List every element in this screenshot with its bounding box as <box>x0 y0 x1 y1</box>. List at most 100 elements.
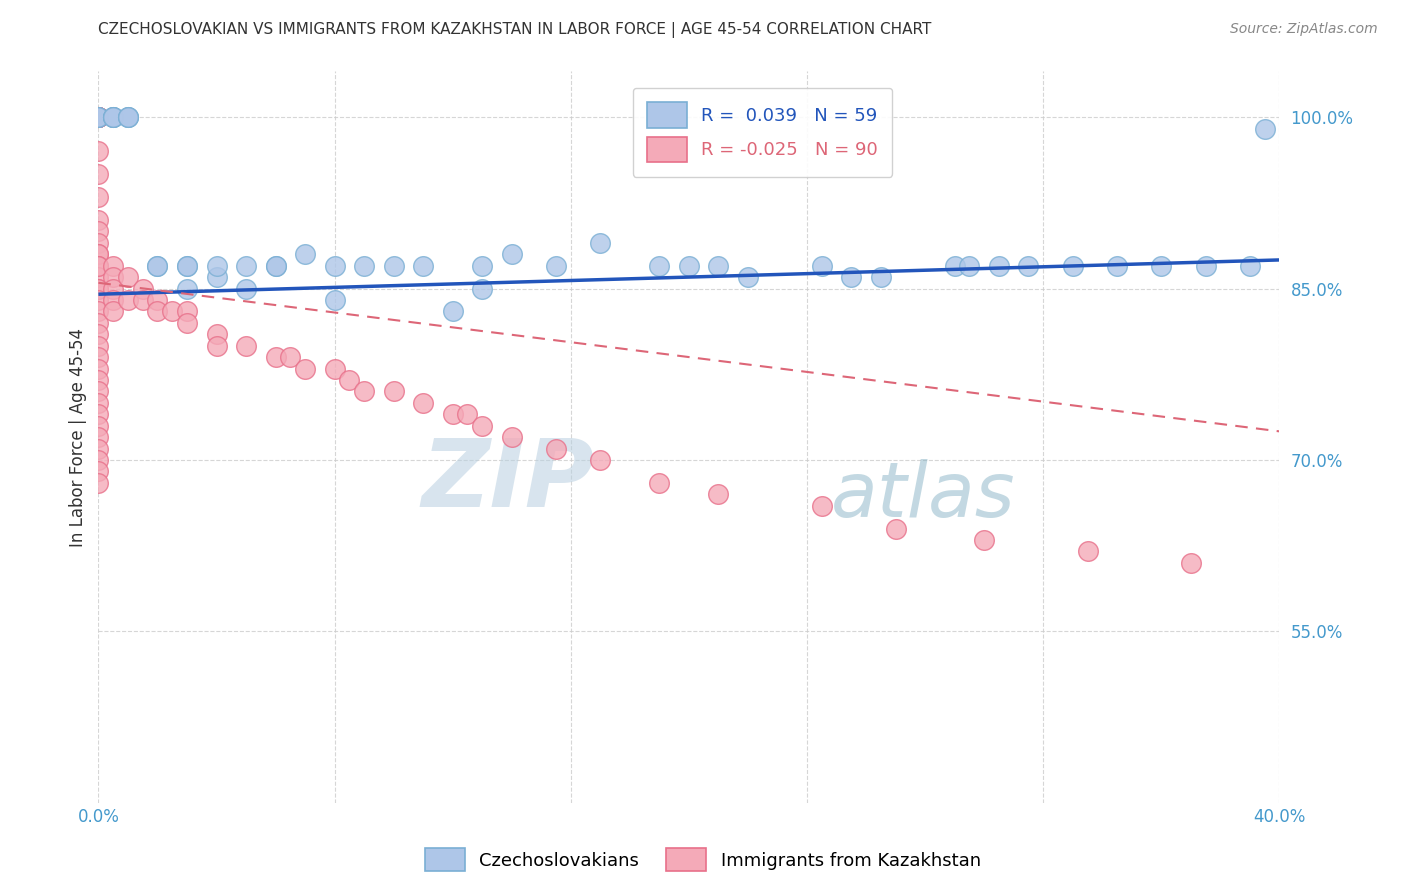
Point <box>87 327 110 342</box>
Point <box>103 304 125 318</box>
Point <box>441 407 464 421</box>
Point <box>973 533 995 547</box>
Point <box>87 110 110 124</box>
Point <box>87 453 110 467</box>
Point <box>103 259 125 273</box>
Point <box>87 110 110 124</box>
Point <box>235 338 257 352</box>
Point <box>205 259 228 273</box>
Point <box>176 281 198 295</box>
Point <box>1150 259 1173 273</box>
Point <box>1077 544 1099 558</box>
Point <box>162 304 183 318</box>
Point <box>87 281 110 295</box>
Point <box>87 247 110 261</box>
Point <box>146 304 169 318</box>
Point <box>103 110 125 124</box>
Point <box>544 259 567 273</box>
Point <box>87 316 110 330</box>
Point <box>544 442 567 456</box>
Point <box>87 361 110 376</box>
Point <box>103 293 125 307</box>
Point <box>1239 259 1261 273</box>
Point <box>87 235 110 250</box>
Point <box>648 475 671 490</box>
Point <box>87 145 110 159</box>
Point <box>323 361 346 376</box>
Point <box>103 270 125 285</box>
Point <box>1180 556 1202 570</box>
Point <box>382 259 405 273</box>
Point <box>264 259 287 273</box>
Point <box>117 110 139 124</box>
Text: atlas: atlas <box>831 458 1015 533</box>
Point <box>87 442 110 456</box>
Point <box>87 396 110 410</box>
Point <box>810 259 832 273</box>
Point <box>87 110 110 124</box>
Point <box>87 110 110 124</box>
Point <box>117 110 139 124</box>
Point <box>87 407 110 421</box>
Point <box>176 259 198 273</box>
Point <box>205 270 228 285</box>
Point <box>294 247 316 261</box>
Point <box>987 259 1010 273</box>
Point <box>87 110 110 124</box>
Point <box>205 338 228 352</box>
Legend: Czechoslovakians, Immigrants from Kazakhstan: Czechoslovakians, Immigrants from Kazakh… <box>418 841 988 879</box>
Y-axis label: In Labor Force | Age 45-54: In Labor Force | Age 45-54 <box>69 327 87 547</box>
Point <box>87 110 110 124</box>
Point <box>87 418 110 433</box>
Point <box>501 247 523 261</box>
Point <box>648 259 671 273</box>
Point <box>87 304 110 318</box>
Point <box>264 259 287 273</box>
Point <box>87 213 110 227</box>
Point <box>87 338 110 352</box>
Point <box>264 350 287 364</box>
Point <box>1062 259 1084 273</box>
Point <box>87 281 110 295</box>
Point <box>87 293 110 307</box>
Point <box>589 453 612 467</box>
Point <box>501 430 523 444</box>
Point <box>87 110 110 124</box>
Text: CZECHOSLOVAKIAN VS IMMIGRANTS FROM KAZAKHSTAN IN LABOR FORCE | AGE 45-54 CORRELA: CZECHOSLOVAKIAN VS IMMIGRANTS FROM KAZAK… <box>98 22 932 38</box>
Point <box>205 327 228 342</box>
Point <box>117 293 139 307</box>
Legend: R =  0.039   N = 59, R = -0.025   N = 90: R = 0.039 N = 59, R = -0.025 N = 90 <box>633 87 893 177</box>
Point <box>412 396 434 410</box>
Point <box>1254 121 1277 136</box>
Point <box>353 259 375 273</box>
Point <box>943 259 966 273</box>
Point <box>87 110 110 124</box>
Point <box>294 361 316 376</box>
Point <box>87 247 110 261</box>
Point <box>323 259 346 273</box>
Point <box>707 487 730 501</box>
Point <box>87 167 110 181</box>
Point <box>87 430 110 444</box>
Point <box>353 384 375 399</box>
Point <box>869 270 891 285</box>
Point <box>87 475 110 490</box>
Point <box>103 110 125 124</box>
Point <box>103 281 125 295</box>
Point <box>176 259 198 273</box>
Point <box>235 281 257 295</box>
Point <box>87 190 110 204</box>
Point <box>839 270 862 285</box>
Point <box>103 110 125 124</box>
Point <box>412 259 434 273</box>
Point <box>959 259 981 273</box>
Point <box>707 259 730 273</box>
Point <box>87 373 110 387</box>
Point <box>87 110 110 124</box>
Point <box>87 110 110 124</box>
Point <box>146 259 169 273</box>
Point <box>132 293 155 307</box>
Point <box>471 259 494 273</box>
Point <box>471 281 494 295</box>
Point <box>278 350 302 364</box>
